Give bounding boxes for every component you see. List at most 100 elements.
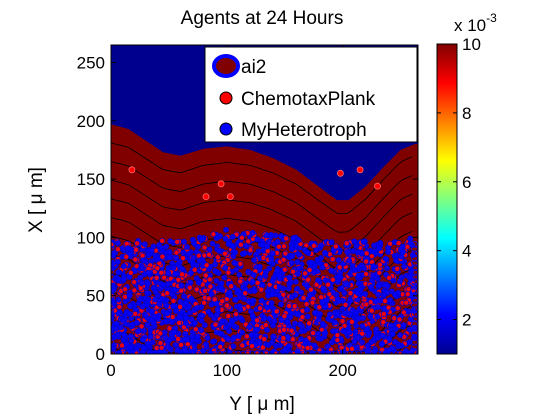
myheterotroph-point (322, 303, 329, 310)
myheterotroph-point (201, 244, 208, 251)
myheterotroph-point (116, 303, 123, 310)
myheterotroph-point (313, 350, 321, 354)
myheterotroph-point (231, 334, 237, 341)
myheterotroph-point (321, 249, 328, 256)
myheterotroph-point (320, 285, 327, 292)
myheterotroph-point (280, 335, 287, 342)
myheterotroph-point (315, 316, 322, 323)
myheterotroph-point (180, 255, 186, 262)
myheterotroph-point (191, 266, 198, 273)
myheterotroph-point (156, 350, 164, 354)
y-tick-label: 150 (77, 170, 105, 189)
myheterotroph-point (261, 336, 268, 343)
myheterotroph-point (111, 306, 115, 314)
myheterotroph-point (153, 345, 160, 351)
myheterotroph-point (189, 236, 196, 243)
myheterotroph-point (294, 285, 301, 292)
myheterotroph-point (334, 337, 341, 343)
myheterotroph-point (216, 247, 223, 254)
myheterotroph-point (177, 303, 184, 310)
myheterotroph-point (254, 317, 261, 324)
myheterotroph-point (327, 350, 335, 354)
myheterotroph-point (157, 330, 164, 337)
myheterotroph-point (294, 311, 301, 318)
myheterotroph-point (111, 287, 115, 295)
myheterotroph-point (163, 302, 170, 309)
myheterotroph-point (194, 333, 201, 340)
myheterotroph-point (350, 350, 358, 354)
chemotaxplank-point (217, 180, 225, 188)
myheterotroph-point (171, 287, 178, 294)
myheterotroph-point (278, 233, 285, 239)
myheterotroph-point (111, 350, 117, 354)
myheterotroph-point (137, 274, 144, 281)
myheterotroph-point (219, 298, 226, 305)
myheterotroph-point (141, 241, 148, 248)
myheterotroph-point (135, 328, 142, 335)
myheterotroph-point (133, 350, 140, 354)
myheterotroph-point (298, 289, 305, 296)
myheterotroph-point (237, 278, 244, 285)
myheterotroph-point (113, 320, 120, 327)
myheterotroph-point (232, 249, 239, 256)
myheterotroph-point (263, 232, 270, 239)
myheterotroph-point (364, 326, 371, 332)
myheterotroph-point (347, 290, 354, 297)
myheterotroph-point (400, 248, 406, 255)
myheterotroph-point (260, 254, 267, 261)
plot-frame (110, 44, 419, 355)
myheterotroph-point (386, 274, 393, 281)
colorbar-gradient (436, 43, 458, 355)
myheterotroph-point (131, 287, 138, 294)
myheterotroph-point (123, 341, 130, 348)
myheterotroph-point (313, 247, 320, 254)
myheterotroph-point (187, 270, 194, 277)
myheterotroph-point (204, 335, 211, 341)
x-tick-label: 100 (213, 361, 241, 380)
myheterotroph-point (341, 310, 348, 317)
y-tick-label: 250 (77, 53, 105, 72)
myheterotroph-point (258, 297, 265, 304)
myheterotroph-point (368, 307, 375, 314)
myheterotroph-point (288, 245, 295, 252)
myheterotroph-point (394, 265, 401, 272)
myheterotroph-point (119, 350, 126, 354)
myheterotroph-point (243, 333, 250, 340)
myheterotroph-point (250, 272, 257, 278)
myheterotroph-point (272, 350, 279, 354)
myheterotroph-point (398, 253, 405, 260)
myheterotroph-point (230, 343, 237, 350)
myheterotroph-point (126, 292, 133, 299)
colorbar: 2 4 6 8 10 x 10-3 (436, 11, 497, 355)
myheterotroph-point (203, 341, 209, 348)
myheterotroph-point (139, 263, 145, 270)
myheterotroph-point (380, 292, 387, 299)
myheterotroph-point (375, 283, 382, 290)
myheterotroph-point (285, 285, 292, 292)
myheterotroph-point (249, 313, 256, 319)
myheterotroph-point (257, 305, 264, 312)
myheterotroph-point (242, 290, 249, 297)
myheterotroph-point (368, 253, 375, 260)
myheterotroph-point (202, 287, 209, 294)
myheterotroph-point (197, 350, 205, 354)
myheterotroph-point (162, 334, 169, 341)
myheterotroph-point (357, 291, 364, 298)
myheterotroph-point (362, 291, 369, 297)
myheterotroph-point (396, 278, 403, 285)
myheterotroph-point (276, 350, 284, 354)
myheterotroph-point (185, 251, 192, 257)
myheterotroph-point (211, 350, 219, 354)
myheterotroph-point (146, 350, 154, 354)
myheterotroph-point (202, 350, 210, 354)
myheterotroph-point (138, 323, 145, 330)
myheterotroph-point (272, 232, 279, 239)
myheterotroph-point (203, 262, 210, 269)
myheterotroph-point (280, 326, 287, 333)
myheterotroph-point (237, 260, 244, 267)
myheterotroph-point (337, 269, 344, 276)
colorbar-tick-label: 8 (462, 104, 471, 123)
myheterotroph-point (111, 268, 115, 276)
myheterotroph-point (114, 350, 122, 354)
myheterotroph-point (296, 342, 303, 349)
